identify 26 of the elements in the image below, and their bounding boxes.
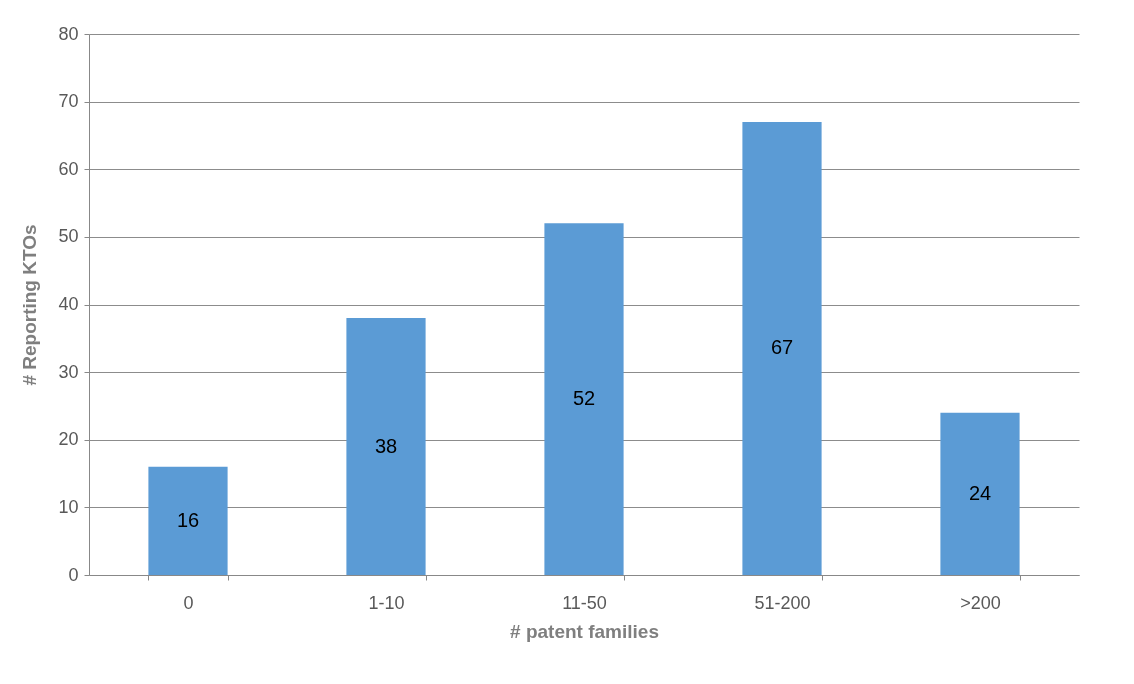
data-label: 24 [968,481,992,504]
y-tick-label: 80 [58,23,79,44]
x-tick-label: >200 [960,592,1001,613]
y-tick-label: 20 [58,429,79,450]
y-tick-label: 70 [58,91,79,112]
bar [346,318,426,575]
x-tick-label: 1-10 [368,592,405,613]
y-tick-label: 40 [58,294,79,314]
y-axis-title: # Reporting KTOs [19,224,41,386]
x-tick-label: 11-50 [562,592,607,613]
bar [148,466,228,575]
data-label: 38 [374,434,398,457]
data-label: 67 [770,336,794,359]
y-tick-label: 60 [58,158,79,179]
bar [544,223,624,575]
bar [742,121,822,575]
y-tick-label: 50 [58,226,79,247]
y-tick-label: 0 [68,564,79,585]
data-label: 52 [572,387,596,410]
x-axis-title: # patent families [510,620,659,642]
bar [940,412,1020,575]
y-tick-label: 10 [58,496,79,517]
x-tick-label: 51-200 [754,592,811,613]
y-tick-label: 30 [58,361,79,382]
x-tick-label: 0 [183,592,194,613]
data-label: 16 [176,508,200,531]
